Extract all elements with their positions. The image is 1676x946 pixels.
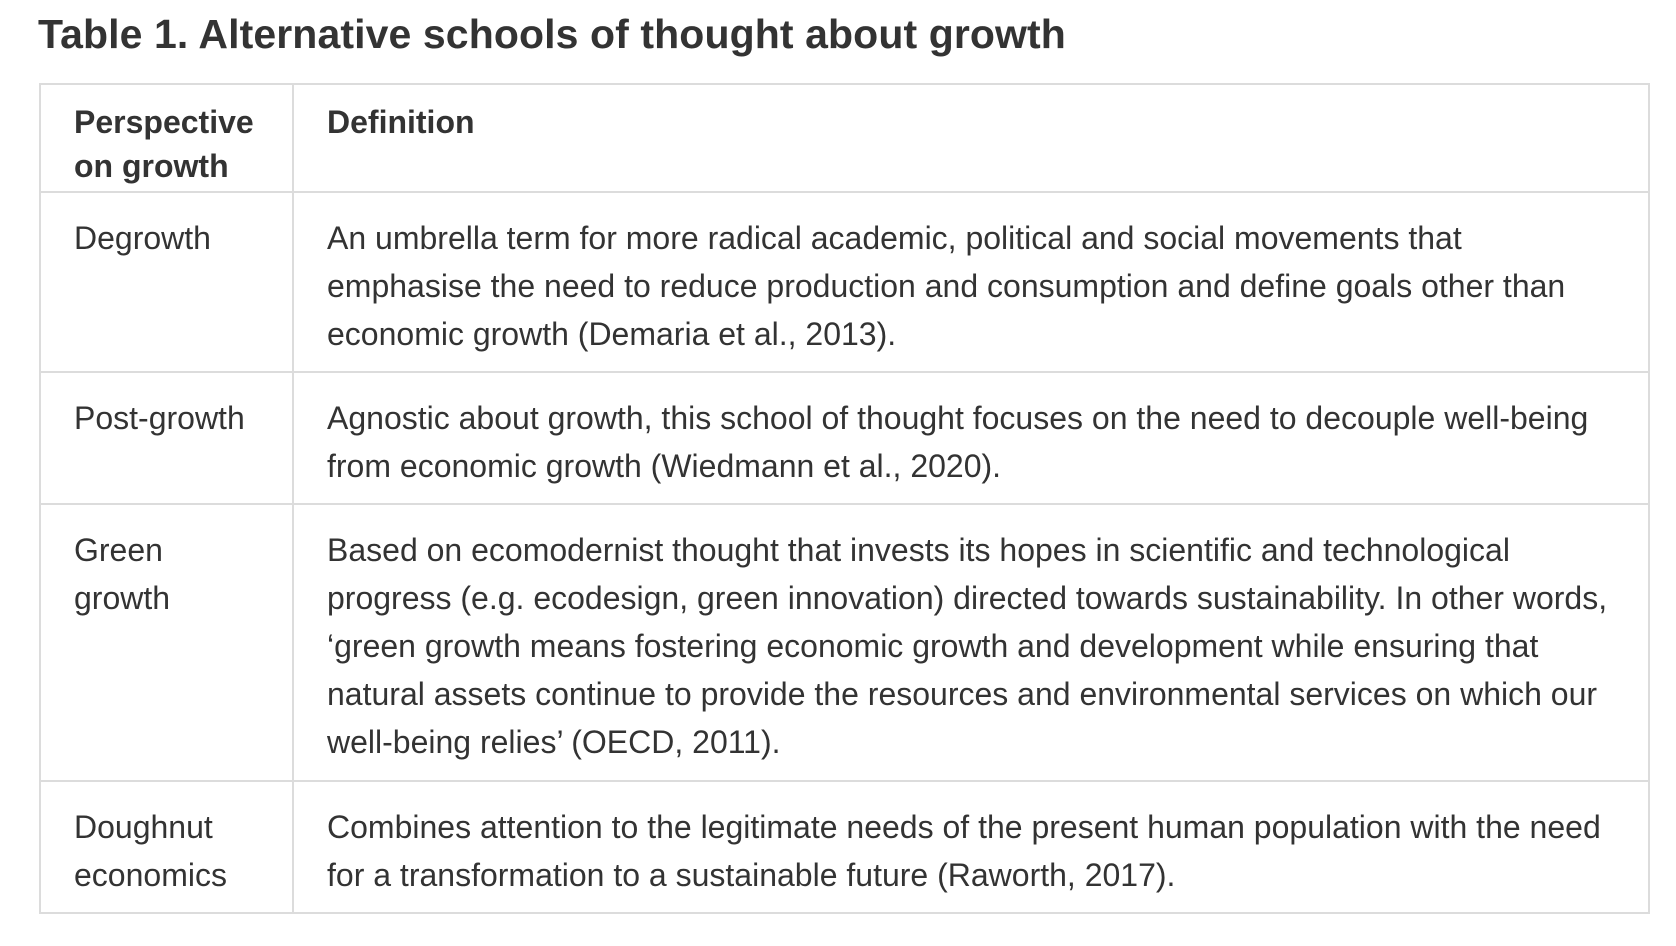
definition-cell: Combines attention to the legitimate nee… [292,780,1650,914]
header-definition: Definition [292,83,1650,193]
table-header-row: Perspective on growth Definition [39,83,1650,193]
definition-cell: Agnostic about growth, this school of th… [292,371,1650,505]
perspective-cell: Degrowth [39,191,294,373]
perspective-cell: Doughnut economics [39,780,294,914]
table-row: Post-growth Agnostic about growth, this … [39,371,1650,505]
table-title: Table 1. Alternative schools of thought … [38,11,1066,57]
definition-cell: An umbrella term for more radical academ… [292,191,1650,373]
table-row: Doughnut economics Combines attention to… [39,780,1650,914]
table-row: Degrowth An umbrella term for more radic… [39,191,1650,373]
schools-table: Perspective on growth Definition Degrowt… [39,83,1650,914]
table-row: Green growth Based on ecomodernist thoug… [39,503,1650,782]
definition-cell: Based on ecomodernist thought that inves… [292,503,1650,782]
header-perspective: Perspective on growth [39,83,294,193]
perspective-cell: Post-growth [39,371,294,505]
perspective-cell: Green growth [39,503,294,782]
